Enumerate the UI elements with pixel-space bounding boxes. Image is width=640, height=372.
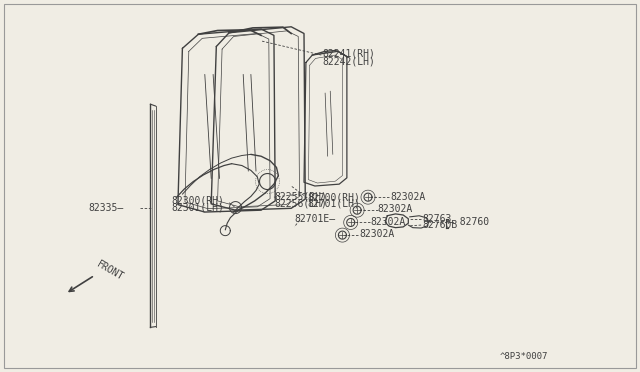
Text: 82763: 82763	[422, 214, 452, 224]
Text: 82255(RH): 82255(RH)	[274, 192, 327, 201]
Text: 82242(LH): 82242(LH)	[322, 57, 375, 66]
Text: ^8P3*0007: ^8P3*0007	[499, 352, 548, 361]
Text: 82300(RH): 82300(RH)	[172, 196, 225, 206]
Text: 82256(LH): 82256(LH)	[274, 199, 327, 209]
Text: 82302A: 82302A	[360, 230, 395, 239]
Text: 82760B: 82760B	[422, 220, 458, 230]
Text: 82302A: 82302A	[390, 192, 426, 202]
Text: 82700(RH): 82700(RH)	[307, 192, 360, 202]
Text: 82335—: 82335—	[88, 203, 124, 212]
Text: — 82760: — 82760	[448, 217, 489, 227]
Text: 82241(RH): 82241(RH)	[322, 49, 375, 59]
Text: 82701E—: 82701E—	[294, 215, 335, 224]
Text: 82302A: 82302A	[370, 217, 405, 227]
Text: 82301(LH): 82301(LH)	[172, 203, 225, 212]
Text: FRONT: FRONT	[95, 259, 125, 282]
Text: 82302A: 82302A	[378, 205, 413, 214]
Text: 82701(LH): 82701(LH)	[307, 199, 360, 209]
